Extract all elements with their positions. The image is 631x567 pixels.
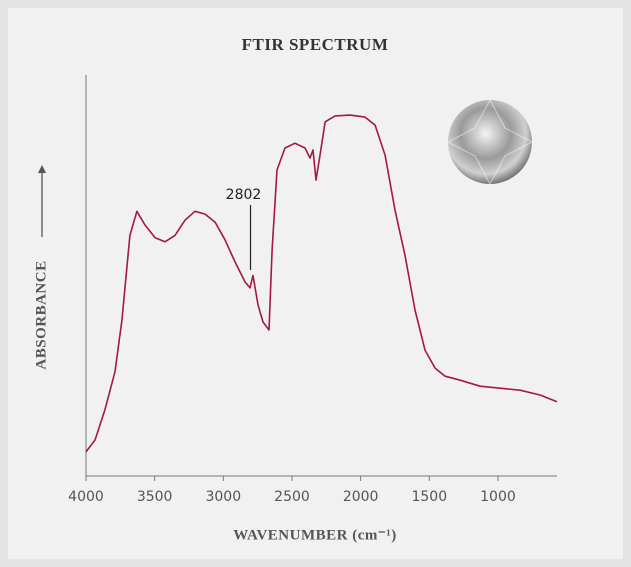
x-tick-label: 1000: [480, 489, 516, 505]
x-tick-label: 2000: [343, 489, 379, 505]
x-axis-title: WAVENUMBER (cm⁻¹): [233, 527, 397, 543]
y-axis-title-group: ABSORBANCE: [33, 165, 49, 370]
x-tick-label: 3000: [205, 489, 241, 505]
x-tick-label: 3500: [137, 489, 173, 505]
x-tick-label: 4000: [68, 489, 104, 505]
y-axis-title: ABSORBANCE: [33, 260, 49, 369]
x-tick-label: 2500: [274, 489, 310, 505]
diamond-facets: [446, 98, 534, 186]
chart-title: FTIR SPECTRUM: [242, 35, 389, 54]
y-arrow-head: [38, 165, 46, 173]
spectrum-line: [85, 114, 558, 453]
diamond-image: [448, 100, 532, 184]
annotation-label: 2802: [226, 187, 262, 203]
panel: [8, 8, 623, 559]
x-tick-label: 1500: [411, 489, 447, 505]
